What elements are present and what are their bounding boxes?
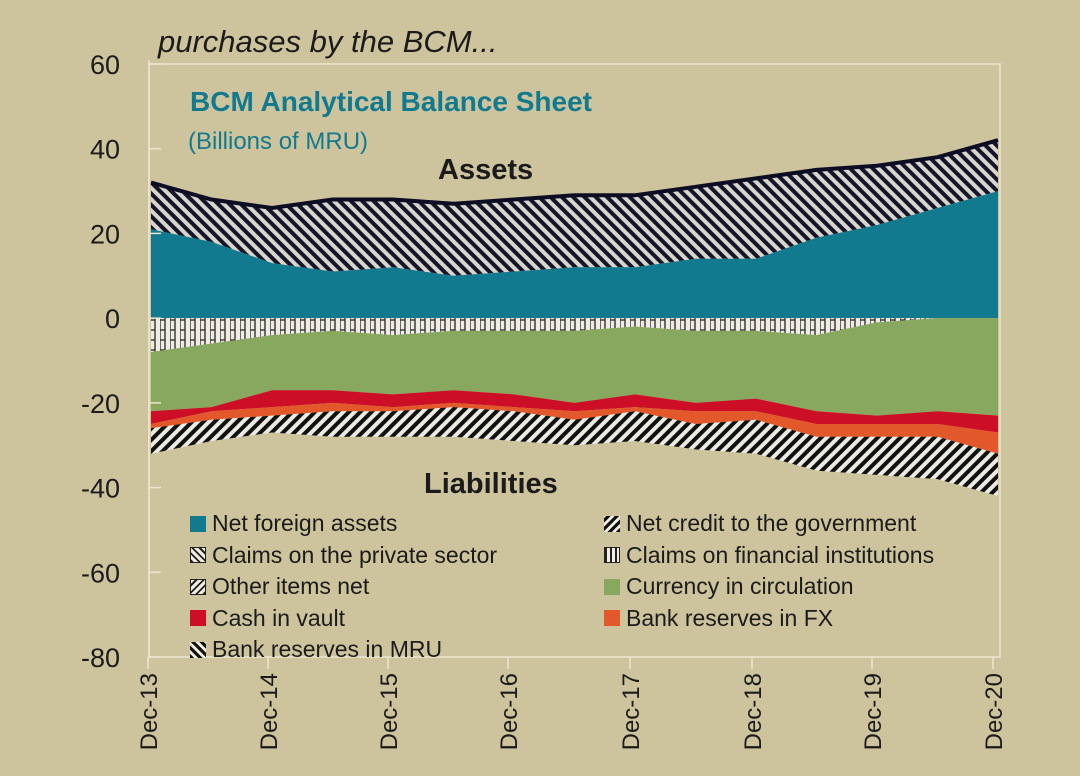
legend-swatch: [190, 610, 206, 627]
area-bank-reserves-mru: [151, 407, 998, 496]
legend-item-reserves-fx: Bank reserves in FX: [604, 603, 984, 635]
x-tick-label: Dec-16: [496, 673, 523, 750]
legend-swatch: [190, 547, 206, 564]
legend-item-claims-financial: Claims on financial institutions: [604, 540, 984, 572]
legend-swatch: [190, 578, 206, 595]
y-tick-label: -80: [81, 643, 120, 673]
y-tick-label: 0: [105, 304, 120, 334]
legend-item-net-foreign-assets: Net foreign assets: [190, 508, 604, 540]
legend-item-claims-private: Claims on the private sector: [190, 540, 604, 572]
area-other-items-net: [151, 318, 998, 352]
legend-item-reserves-mru: Bank reserves in MRU: [190, 634, 604, 666]
area-net-foreign-assets: [151, 191, 998, 319]
legend-swatch: [604, 515, 620, 532]
area-net-credit-government: [151, 140, 998, 276]
chart-header-text: purchases by the BCM...: [158, 24, 498, 59]
chart-subtitle: (Billions of MRU): [188, 128, 369, 155]
y-tick-label: -20: [81, 389, 120, 419]
legend-swatch: [604, 578, 620, 595]
legend-item-other-items: Other items net: [190, 571, 604, 603]
legend-item-currency: Currency in circulation: [604, 571, 984, 603]
y-tick-label: -60: [81, 558, 120, 588]
y-tick-label: 20: [90, 219, 120, 249]
area-currency-in-circulation: [151, 318, 998, 416]
liabilities-annotation: Liabilities: [424, 468, 558, 500]
x-tick-label: Dec-19: [860, 673, 887, 750]
area-bank-reserves-fx: [151, 402, 998, 454]
area-cash-in-vault: [151, 390, 998, 433]
x-tick-label: Dec-18: [740, 673, 767, 750]
y-tick-label: -40: [81, 474, 120, 504]
legend-swatch: [190, 641, 206, 658]
legend-item-cash-vault: Cash in vault: [190, 603, 604, 635]
x-tick-label: Dec-14: [256, 673, 283, 750]
legend-swatch: [190, 515, 206, 532]
x-tick-label: Dec-17: [618, 673, 645, 750]
legend-item-net-credit-government: Net credit to the government: [604, 508, 984, 540]
chart-legend: Net foreign assets Net credit to the gov…: [190, 508, 990, 666]
assets-annotation: Assets: [438, 154, 534, 186]
y-tick-label: 60: [90, 50, 120, 80]
chart-title: BCM Analytical Balance Sheet: [190, 86, 592, 117]
y-tick-label: 40: [90, 135, 120, 165]
x-tick-label: Dec-15: [376, 673, 403, 750]
x-tick-label: Dec-20: [981, 673, 1008, 750]
legend-swatch: [604, 547, 620, 564]
line-total-assets: [150, 138, 999, 211]
legend-swatch: [604, 610, 620, 627]
x-tick-label: Dec-13: [136, 673, 163, 750]
